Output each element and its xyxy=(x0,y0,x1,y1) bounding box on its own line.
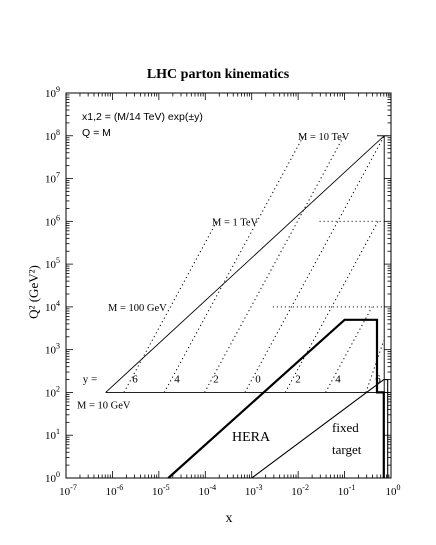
plot-border xyxy=(65,92,392,479)
x-tick-label: 10-7 xyxy=(59,483,77,498)
kinematic-envelope xyxy=(105,135,389,393)
rapidity-label: 4 xyxy=(174,373,180,385)
rapidity-line-y--6 xyxy=(365,340,385,393)
mass-line-label: M = 10 TeV xyxy=(298,132,350,143)
y-tick-label: 100 xyxy=(45,470,60,485)
mass-line-label: M = 1 TeV xyxy=(212,217,259,228)
y-tick-label: 103 xyxy=(45,342,60,357)
y-tick-label: 108 xyxy=(45,128,60,143)
y-axis-label: Q² (GeV²) xyxy=(26,265,41,319)
hera-region-boundary xyxy=(167,318,385,479)
x-tick-label: 10-2 xyxy=(291,483,309,498)
mass-line-label: M = 100 GeV xyxy=(108,303,167,314)
x-axis-label: x xyxy=(226,511,233,526)
rapidity-label: 4 xyxy=(335,373,341,385)
fixed-target-region-boundary xyxy=(251,379,389,479)
rapidity-line-y-4 xyxy=(163,135,305,393)
x-tick-label: 10-4 xyxy=(198,483,216,498)
chart-labels: x1,2 = (M/14 TeV) exp(±y) Q = M y = 6 4 2 0 2 4 6… xyxy=(77,111,381,457)
x-tick-label: 10-5 xyxy=(152,483,170,498)
y-tick-label: 105 xyxy=(45,256,60,271)
fixed-target-label: target xyxy=(332,442,362,457)
regions xyxy=(167,318,389,479)
x-tick-label: 100 xyxy=(386,483,401,498)
y-tick-label: 109 xyxy=(45,85,60,100)
rapidity-line-y-6 xyxy=(123,221,218,393)
rapidity-label: 0 xyxy=(255,373,261,385)
mass-line-label: M = 10 GeV xyxy=(77,400,131,411)
formula-q: Q = M xyxy=(82,127,111,139)
formula-x: x1,2 = (M/14 TeV) exp(±y) xyxy=(82,111,203,123)
rapidity-label: 2 xyxy=(295,373,301,385)
rapidity-line-y-0 xyxy=(244,135,385,393)
y-tick-label: 106 xyxy=(45,213,60,228)
rapidity-lines xyxy=(123,135,385,393)
rapidity-label: 6 xyxy=(375,373,381,385)
rapidity-label: 2 xyxy=(213,373,219,385)
x-tick-label: 10-1 xyxy=(338,483,356,498)
mass-lines xyxy=(105,135,391,393)
hera-label: HERA xyxy=(232,430,271,445)
fixed-target-label: fixed xyxy=(332,420,359,435)
y-tick-label: 107 xyxy=(45,171,60,186)
y-tick-label: 104 xyxy=(45,299,60,314)
rapidity-line-y-2 xyxy=(204,135,345,393)
rapidity-label: 6 xyxy=(132,373,138,385)
y-tick-label: 101 xyxy=(45,427,60,442)
rapidity-line-y--2 xyxy=(284,221,379,393)
plot-frame xyxy=(65,92,392,479)
axis-ticks: 10-7 10-6 10-5 10-4 10-3 10-2 10-1 100 100 101 102… xyxy=(45,85,401,498)
y-tick-label: 102 xyxy=(45,384,60,399)
x-tick-label: 10-6 xyxy=(106,483,124,498)
rapidity-label: y = xyxy=(83,373,97,385)
x-tick-label: 10-3 xyxy=(245,483,263,498)
chart-title: LHC parton kinematics xyxy=(147,67,290,82)
